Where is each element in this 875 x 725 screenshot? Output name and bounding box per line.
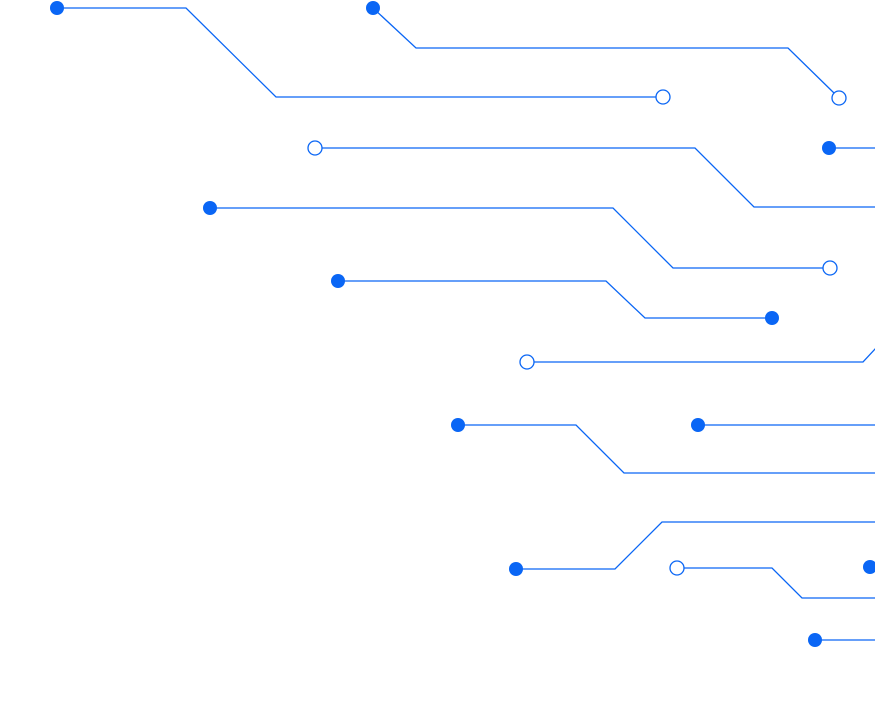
circuit-trace [534,348,875,363]
filled-node-dot [765,311,779,325]
open-node-circle [669,560,685,576]
circuit-trace [516,521,875,570]
open-node-circle [307,140,323,156]
open-node-circle [519,354,535,370]
filled-node-dot [366,1,380,15]
open-node-circle [831,90,847,106]
open-node-circle [822,260,838,276]
open-node-circle [655,89,671,105]
circuit-trace [458,424,875,474]
filled-node-dot [451,418,465,432]
filled-node-dot [50,1,64,15]
filled-node-dot [331,274,345,288]
circuit-trace [338,280,772,319]
filled-node-dot [203,201,217,215]
filled-node-dot [863,560,875,574]
filled-node-dot [691,418,705,432]
circuit-trace [684,567,875,599]
filled-node-dot [509,562,523,576]
filled-node-dot [822,141,836,155]
circuit-trace [372,7,835,94]
filled-node-dot [808,633,822,647]
circuit-trace [322,147,875,208]
circuit-trace [57,7,656,98]
circuit-trace [210,207,823,269]
